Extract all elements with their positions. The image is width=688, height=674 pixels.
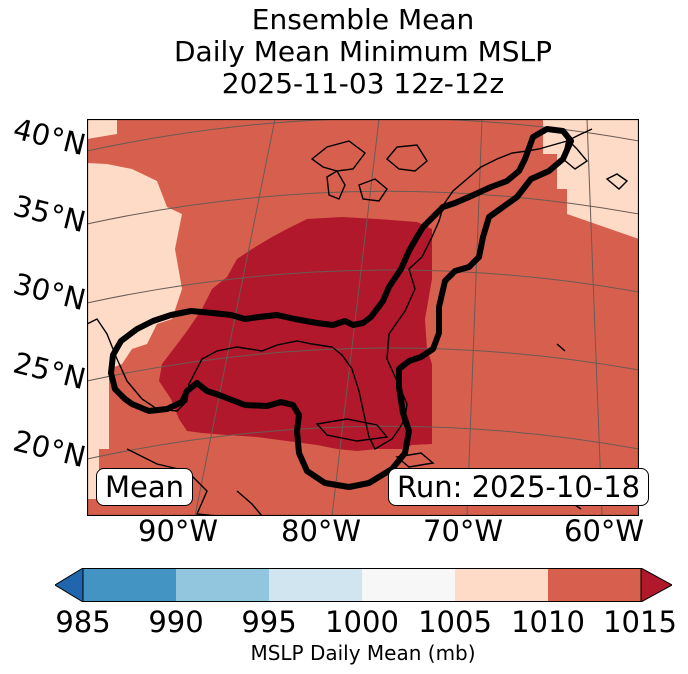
gridline-35n bbox=[87, 190, 639, 225]
colorbar-outline bbox=[82, 568, 642, 602]
colorbar-tick-990: 990 bbox=[148, 605, 204, 639]
gridline-60w bbox=[586, 119, 603, 516]
map-title: Ensemble Mean Daily Mean Minimum MSLP 20… bbox=[0, 4, 688, 100]
gridline-20n bbox=[87, 425, 639, 460]
colorbar-band-985-990 bbox=[83, 568, 176, 602]
colorbar-tick-1005: 1005 bbox=[418, 605, 492, 639]
colorbar-extend-high bbox=[640, 567, 674, 603]
colorbar-band-1010-1015 bbox=[548, 568, 641, 602]
map-border bbox=[87, 119, 639, 516]
colorbar-tick-1010: 1010 bbox=[511, 605, 585, 639]
lat-label-20n: 20°N bbox=[9, 423, 90, 475]
lat-label-40n: 40°N bbox=[9, 111, 90, 163]
gridline-30n bbox=[87, 269, 639, 304]
colorbar-graphic bbox=[54, 567, 674, 603]
map-panel: Mean Run: 2025-10-18 bbox=[87, 119, 650, 516]
mslp-map bbox=[87, 119, 639, 516]
lon-label-70w: 70°W bbox=[423, 514, 504, 548]
title-line-1: Ensemble Mean bbox=[251, 3, 475, 36]
colorbar bbox=[54, 567, 674, 603]
lat-label-30n: 30°N bbox=[9, 266, 90, 318]
lon-label-90w: 90°W bbox=[138, 514, 219, 548]
lon-label-80w: 80°W bbox=[281, 514, 362, 548]
lat-label-35n: 35°N bbox=[9, 188, 90, 240]
colorbar-label: MSLP Daily Mean (mb) bbox=[250, 641, 476, 665]
colorbar-band-995-1000 bbox=[269, 568, 362, 602]
field-1015-plus bbox=[159, 217, 432, 451]
gridline-80w bbox=[331, 119, 380, 516]
colorbar-extend-low bbox=[54, 567, 84, 603]
title-line-2: Daily Mean Minimum MSLP bbox=[173, 35, 552, 68]
colorbar-tick-1000: 1000 bbox=[325, 605, 399, 639]
colorbar-band-990-995 bbox=[176, 568, 269, 602]
colorbar-tick-995: 995 bbox=[241, 605, 297, 639]
colorbar-band-1005-1010 bbox=[455, 568, 548, 602]
gridline-70w bbox=[466, 119, 483, 516]
ensemble-contour bbox=[108, 126, 574, 490]
colorbar-band-1000-1005 bbox=[362, 568, 455, 602]
colorbar-tick-985: 985 bbox=[55, 605, 111, 639]
lat-label-25n: 25°N bbox=[9, 345, 90, 397]
title-line-3: 2025-11-03 12z-12z bbox=[221, 67, 505, 100]
run-date-tag: Run: 2025-10-18 bbox=[388, 468, 650, 506]
gridline-25n bbox=[87, 347, 639, 382]
lon-label-60w: 60°W bbox=[564, 514, 645, 548]
mean-tag: Mean bbox=[96, 468, 194, 506]
colorbar-tick-1015: 1015 bbox=[603, 605, 677, 639]
